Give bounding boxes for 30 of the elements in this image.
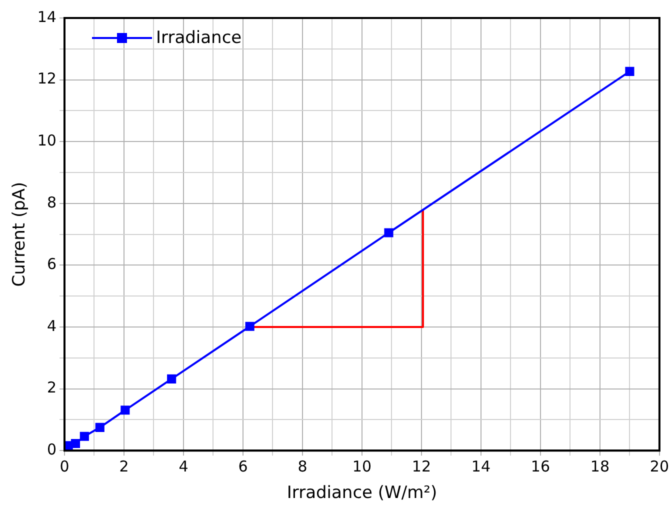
y-tick-label: 8 (46, 193, 56, 212)
point (167, 374, 176, 384)
y-tick-label: 10 (37, 131, 56, 150)
x-tick-label: 6 (238, 457, 248, 476)
y-tick-label: 4 (46, 316, 56, 335)
y-tick-label: 12 (37, 70, 56, 88)
point (625, 66, 634, 76)
y-tick-label: 14 (37, 8, 56, 26)
point (384, 228, 394, 238)
x-tick-label: 12 (412, 457, 432, 476)
y-tick-label: 2 (46, 378, 56, 397)
x-tick-label: 16 (530, 457, 550, 476)
x-tick-label: 20 (650, 457, 670, 476)
x-tick-label: 4 (178, 457, 188, 476)
y-tick-label: 6 (46, 255, 56, 274)
x-tick-label: 18 (590, 457, 610, 476)
point (80, 432, 89, 441)
x-tick-label: 10 (352, 457, 372, 476)
point (245, 322, 254, 331)
legend-label: Irradiance (156, 28, 242, 48)
x-axis-title: Irradiance (W/m²) (286, 483, 438, 504)
point (120, 406, 130, 415)
y-axis-title: Current (pA) (10, 182, 30, 287)
x-tick-label: 0 (60, 457, 70, 476)
point (95, 422, 104, 432)
x-tick-label: 14 (471, 457, 491, 476)
x-tick-label: 2 (119, 457, 129, 476)
x-tick-label: 8 (298, 457, 308, 476)
point (70, 438, 80, 448)
y-tick-label: 0 (46, 440, 56, 458)
